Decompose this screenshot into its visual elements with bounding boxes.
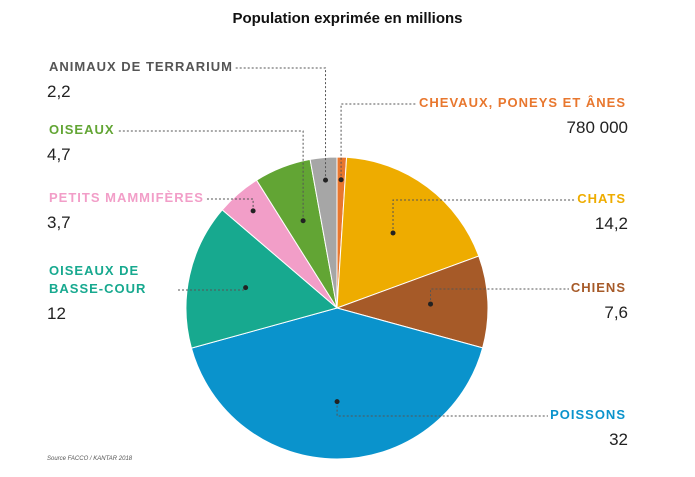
slice-label: CHIENS 7,6 xyxy=(568,279,628,323)
slice-label: OISEAUX 4,7 xyxy=(47,121,117,165)
leader-dot xyxy=(334,399,340,405)
leader-dot xyxy=(323,177,329,183)
leader-dot xyxy=(300,218,306,224)
leader-dot xyxy=(250,208,256,214)
pie-slice xyxy=(335,255,489,349)
leader-line xyxy=(340,103,628,180)
category-label: PETITS MAMMIFÈRES xyxy=(47,189,206,207)
leader-line xyxy=(392,199,628,233)
leader-line xyxy=(47,130,304,221)
leader-line xyxy=(336,401,628,417)
slice-label: ANIMAUX DE TERRARIUM 2,2 xyxy=(47,58,235,102)
slice-label: OISEAUX DE BASSE-COUR 12 xyxy=(47,262,177,324)
slice-label: CHEVAUX, PONEYS ET ÂNES 780 000 xyxy=(417,94,628,138)
pie-slice xyxy=(336,156,480,309)
slice-label: POISSONS 32 xyxy=(548,406,628,450)
category-label: CHEVAUX, PONEYS ET ÂNES xyxy=(417,94,628,112)
value-label: 7,6 xyxy=(604,303,628,322)
value-label: 14,2 xyxy=(594,214,628,233)
category-label: OISEAUX xyxy=(47,121,117,139)
category-label: CHATS xyxy=(575,190,628,208)
category-label: POISSONS xyxy=(548,406,628,424)
value-label: 32 xyxy=(609,430,628,449)
pie-slice xyxy=(190,307,484,460)
source-note: Source FACCO / KANTAR 2018 xyxy=(47,456,133,462)
slice-label: CHATS 14,2 xyxy=(575,190,628,234)
leader-dot xyxy=(243,285,249,291)
value-label: 780 000 xyxy=(566,118,628,137)
value-label: 2,2 xyxy=(47,82,71,101)
slice-label: PETITS MAMMIFÈRES 3,7 xyxy=(47,189,206,233)
value-label: 12 xyxy=(47,304,66,323)
pie-slice xyxy=(309,156,338,309)
pie-slice xyxy=(185,209,339,349)
leader-line xyxy=(430,288,628,305)
leader-dot xyxy=(390,230,396,236)
category-label: ANIMAUX DE TERRARIUM xyxy=(47,58,235,76)
leader-dot xyxy=(338,177,344,183)
value-label: 4,7 xyxy=(47,145,71,164)
category-label: OISEAUX DE BASSE-COUR xyxy=(47,262,177,298)
value-label: 3,7 xyxy=(47,213,71,232)
category-label: CHIENS xyxy=(568,279,628,297)
leader-dot xyxy=(428,301,434,307)
chart-title: Population exprimée en millions xyxy=(232,10,463,27)
